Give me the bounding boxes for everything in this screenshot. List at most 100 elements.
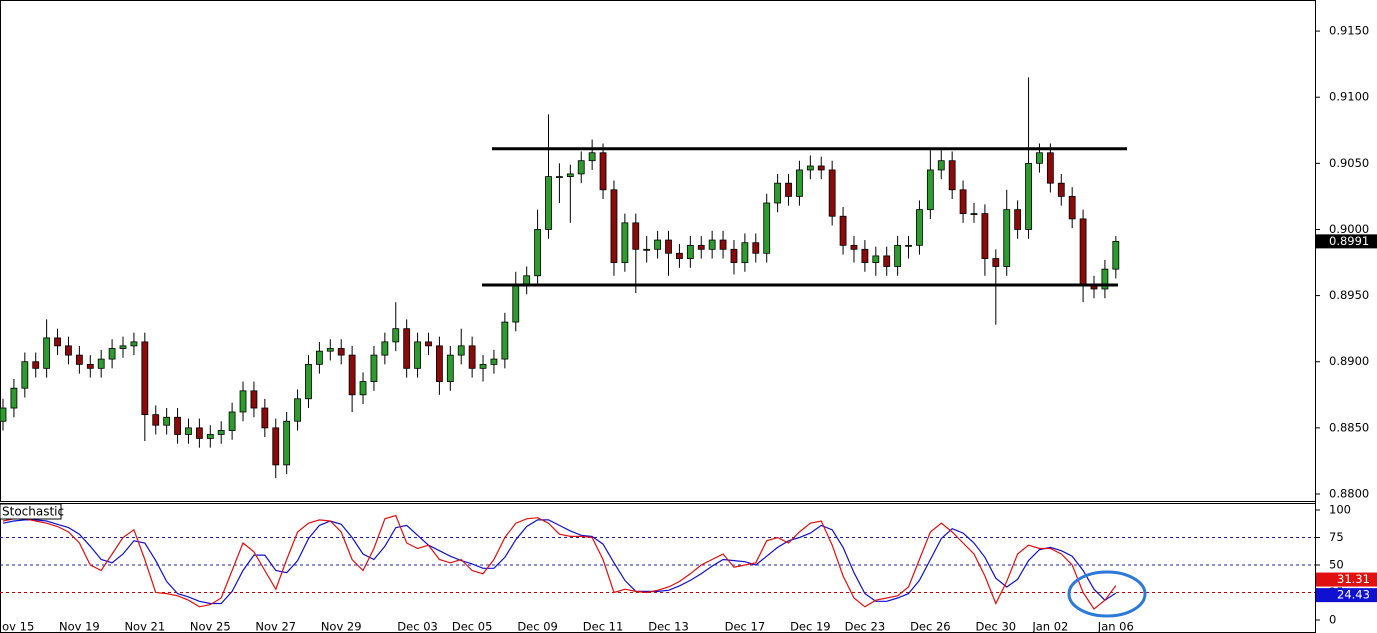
candle-body — [839, 215, 847, 246]
candle-body — [850, 244, 858, 250]
highlight-ellipse — [1067, 570, 1147, 618]
candle-body — [130, 341, 138, 347]
candle-body — [21, 361, 29, 389]
candle-body — [730, 248, 738, 263]
candle-body — [665, 239, 672, 254]
candle-body — [872, 255, 880, 263]
y-tick-label: 0.9150 — [1329, 24, 1369, 38]
x-tick-label: Nov 27 — [255, 620, 296, 633]
y-tick-label: 0.9100 — [1329, 90, 1369, 104]
candle-body — [392, 328, 400, 343]
x-tick-label: Nov 15 — [0, 620, 34, 633]
candle-body — [577, 160, 585, 175]
x-tick-label: Nov 29 — [321, 620, 362, 633]
candle-body — [916, 209, 923, 246]
candle-body — [512, 284, 520, 323]
x-tick-label: Dec 26 — [910, 620, 951, 633]
candle-body — [992, 258, 1000, 267]
candle-body — [75, 354, 83, 365]
candle-body — [1068, 196, 1076, 220]
candle-body — [905, 244, 912, 247]
candle-body — [337, 348, 345, 356]
candle-body — [403, 328, 411, 369]
candle-body — [1112, 240, 1120, 270]
candle-body — [446, 354, 454, 382]
candle-body — [806, 165, 814, 171]
candle-body — [217, 430, 225, 435]
candle-body — [381, 341, 389, 356]
y-tick-label: 0.8900 — [1329, 354, 1369, 368]
candle-body — [315, 350, 323, 365]
y-tick-label: 0.9000 — [1329, 222, 1369, 236]
candle-body — [1079, 218, 1087, 286]
x-tick-label: Nov 21 — [124, 620, 165, 633]
x-tick-label: Nov 25 — [190, 620, 231, 633]
candle-body — [119, 345, 127, 349]
candle-body — [774, 182, 782, 204]
candle-body — [785, 182, 792, 197]
y-tick-label: 0.8850 — [1329, 420, 1369, 434]
candle-body — [479, 363, 487, 369]
candle-body — [676, 252, 683, 259]
candle-body — [708, 239, 716, 250]
candle-body — [457, 345, 465, 356]
candle-body — [1003, 209, 1011, 267]
candle-body — [741, 242, 749, 263]
candle-body — [719, 239, 727, 250]
candle-body — [883, 255, 891, 267]
candle-body — [414, 341, 421, 369]
candle-body — [796, 169, 803, 197]
candle-body — [981, 213, 989, 259]
y-tick-label: 0.8950 — [1329, 288, 1369, 302]
candle-body — [970, 213, 978, 215]
y-tick-label: 0 — [1329, 613, 1336, 627]
candle-body — [1101, 268, 1109, 290]
candle-body — [1046, 152, 1054, 184]
candle-body — [163, 416, 171, 426]
candle-body — [206, 434, 214, 439]
candle-body — [697, 244, 705, 250]
candle-body — [326, 348, 334, 352]
candle-body — [261, 407, 269, 429]
candle-body — [643, 248, 651, 251]
y-tick-label: 0.8800 — [1329, 486, 1369, 500]
candle-body — [621, 222, 629, 263]
indicator-label-box — [0, 503, 62, 520]
candle-body — [108, 348, 116, 360]
indicator-label: Stochastic — [2, 505, 64, 519]
candle-body — [490, 358, 498, 365]
last-price-box — [1316, 234, 1377, 249]
candle-body — [272, 427, 280, 466]
candle-body — [588, 152, 596, 162]
candle-body — [948, 160, 956, 191]
x-tick-label: Dec 09 — [517, 620, 558, 633]
candle-body — [534, 229, 541, 277]
x-tick-label: Dec 03 — [397, 620, 438, 633]
candle-body — [861, 248, 869, 263]
value-box — [1316, 588, 1377, 603]
candle-body — [545, 176, 552, 230]
candle-body — [141, 341, 149, 416]
candle-body — [752, 242, 760, 254]
y-tick-label: 0.9050 — [1329, 156, 1369, 170]
candle-body — [359, 381, 367, 396]
candle-body — [152, 414, 160, 426]
candle-body — [501, 321, 509, 360]
candle-body — [468, 345, 476, 369]
candle-body — [894, 244, 902, 267]
candle-body — [0, 407, 7, 422]
x-tick-label: Dec 17 — [725, 620, 766, 633]
stochastic-line — [2, 519, 1117, 605]
candle-body — [86, 363, 94, 369]
candle-body — [348, 354, 356, 396]
candle-body — [610, 189, 618, 263]
x-tick-label: Dec 19 — [790, 620, 831, 633]
x-tick-label: Jan 06 — [1097, 620, 1134, 633]
candle-body — [283, 420, 291, 466]
y-tick-label: 100 — [1329, 503, 1351, 517]
candle-body — [1036, 152, 1043, 164]
y-tick-label: 50 — [1329, 558, 1344, 572]
candle-body — [599, 152, 607, 191]
candle-body — [1025, 162, 1032, 230]
